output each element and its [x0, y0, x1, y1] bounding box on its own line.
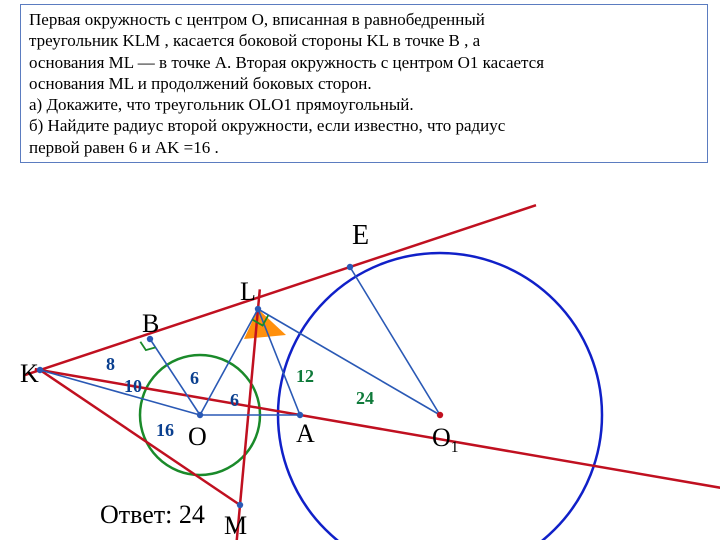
svg-text:A: A: [296, 419, 315, 448]
problem-line: Первая окружность с центром O, вписанная…: [29, 10, 485, 29]
svg-text:8: 8: [106, 354, 115, 374]
answer-text: Ответ: 24: [100, 500, 205, 530]
answer-value: 24: [179, 500, 205, 529]
problem-statement: Первая окружность с центром O, вписанная…: [20, 4, 708, 163]
problem-line: а) Докажите, что треугольник OLO1 прямоу…: [29, 95, 414, 114]
problem-line: основания ML и продолжений боковых сторо…: [29, 74, 372, 93]
svg-text:6: 6: [190, 368, 199, 388]
svg-text:12: 12: [296, 366, 314, 386]
problem-line: первой равен 6 и AK =16 .: [29, 138, 219, 157]
svg-text:K: K: [20, 359, 39, 388]
svg-text:M: M: [224, 511, 247, 540]
problem-line: треугольник KLM , касается боковой сторо…: [29, 31, 480, 50]
svg-text:6: 6: [230, 390, 239, 410]
answer-label: Ответ:: [100, 500, 172, 529]
svg-text:10: 10: [124, 376, 142, 396]
svg-text:O1: O1: [432, 423, 459, 456]
svg-text:L: L: [240, 277, 256, 306]
svg-text:B: B: [142, 309, 159, 338]
geometry-diagram: K B L E O A M O1 8 10 6 6 16 12 24: [0, 160, 720, 540]
problem-line: б) Найдите радиус второй окружности, есл…: [29, 116, 505, 135]
svg-text:24: 24: [356, 388, 374, 408]
svg-text:E: E: [352, 220, 369, 251]
svg-text:O: O: [188, 422, 207, 451]
problem-line: основания ML — в точке A. Вторая окружно…: [29, 53, 544, 72]
svg-text:16: 16: [156, 420, 174, 440]
